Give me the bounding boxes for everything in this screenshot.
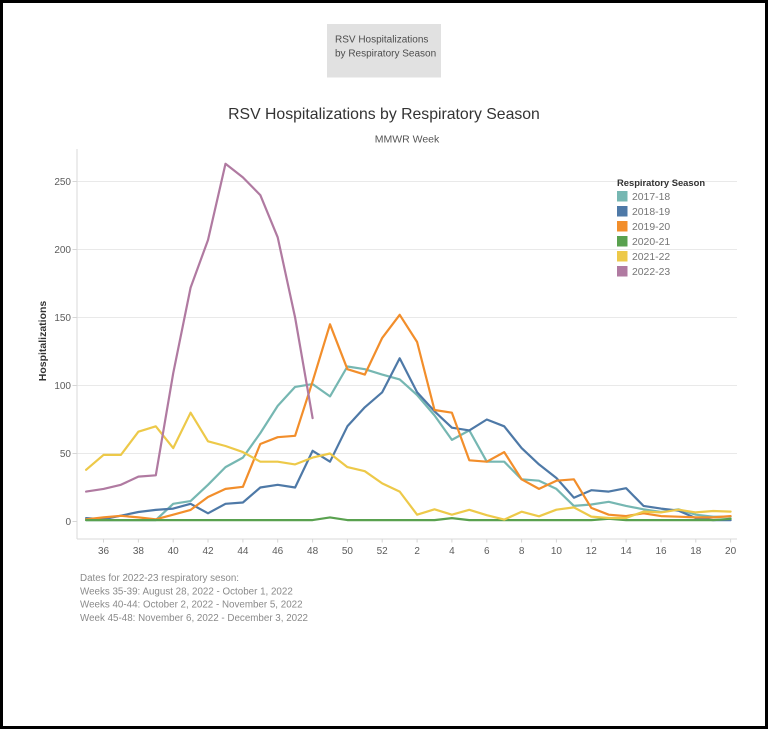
svg-text:200: 200 xyxy=(54,245,71,256)
svg-text:MMWR Week: MMWR Week xyxy=(375,134,440,146)
svg-text:18: 18 xyxy=(690,546,702,557)
svg-text:50: 50 xyxy=(342,546,354,557)
svg-text:2022-23: 2022-23 xyxy=(632,267,670,278)
svg-text:40: 40 xyxy=(168,546,180,557)
svg-text:20: 20 xyxy=(725,546,737,557)
svg-text:36: 36 xyxy=(98,546,110,557)
svg-text:Weeks 40-44: October 2, 2022 -: Weeks 40-44: October 2, 2022 - November … xyxy=(80,600,303,611)
svg-text:10: 10 xyxy=(551,546,563,557)
svg-text:Week 45-48: November 6, 2022 -: Week 45-48: November 6, 2022 - December … xyxy=(80,613,308,624)
svg-text:150: 150 xyxy=(54,313,71,324)
svg-text:46: 46 xyxy=(272,546,284,557)
svg-text:8: 8 xyxy=(519,546,525,557)
svg-text:2017-18: 2017-18 xyxy=(632,192,670,203)
svg-text:Weeks 35-39: August 28, 2022 -: Weeks 35-39: August 28, 2022 - October 1… xyxy=(80,586,293,597)
svg-text:14: 14 xyxy=(621,546,633,557)
svg-text:by Respiratory Season: by Respiratory Season xyxy=(335,49,436,60)
svg-text:250: 250 xyxy=(54,177,71,188)
svg-text:2018-19: 2018-19 xyxy=(632,207,670,218)
svg-text:52: 52 xyxy=(377,546,389,557)
svg-text:2020-21: 2020-21 xyxy=(632,237,670,248)
svg-text:Hospitalizations: Hospitalizations xyxy=(37,301,49,382)
svg-text:38: 38 xyxy=(133,546,145,557)
svg-text:RSV Hospitalizations: RSV Hospitalizations xyxy=(335,35,428,46)
svg-text:4: 4 xyxy=(449,546,455,557)
svg-text:42: 42 xyxy=(202,546,214,557)
svg-text:Respiratory Season: Respiratory Season xyxy=(617,177,705,188)
svg-text:0: 0 xyxy=(65,517,71,528)
svg-text:50: 50 xyxy=(60,449,72,460)
svg-text:16: 16 xyxy=(655,546,667,557)
svg-text:12: 12 xyxy=(586,546,598,557)
svg-text:100: 100 xyxy=(54,381,71,392)
svg-text:2021-22: 2021-22 xyxy=(632,252,670,263)
svg-text:44: 44 xyxy=(237,546,249,557)
svg-text:2019-20: 2019-20 xyxy=(632,222,670,233)
svg-text:2: 2 xyxy=(414,546,420,557)
svg-text:RSV Hospitalizations by Respir: RSV Hospitalizations by Respiratory Seas… xyxy=(228,106,540,123)
svg-text:48: 48 xyxy=(307,546,319,557)
svg-text:Dates for 2022-23 respiratory: Dates for 2022-23 respiratory seson: xyxy=(80,573,239,584)
svg-text:6: 6 xyxy=(484,546,490,557)
